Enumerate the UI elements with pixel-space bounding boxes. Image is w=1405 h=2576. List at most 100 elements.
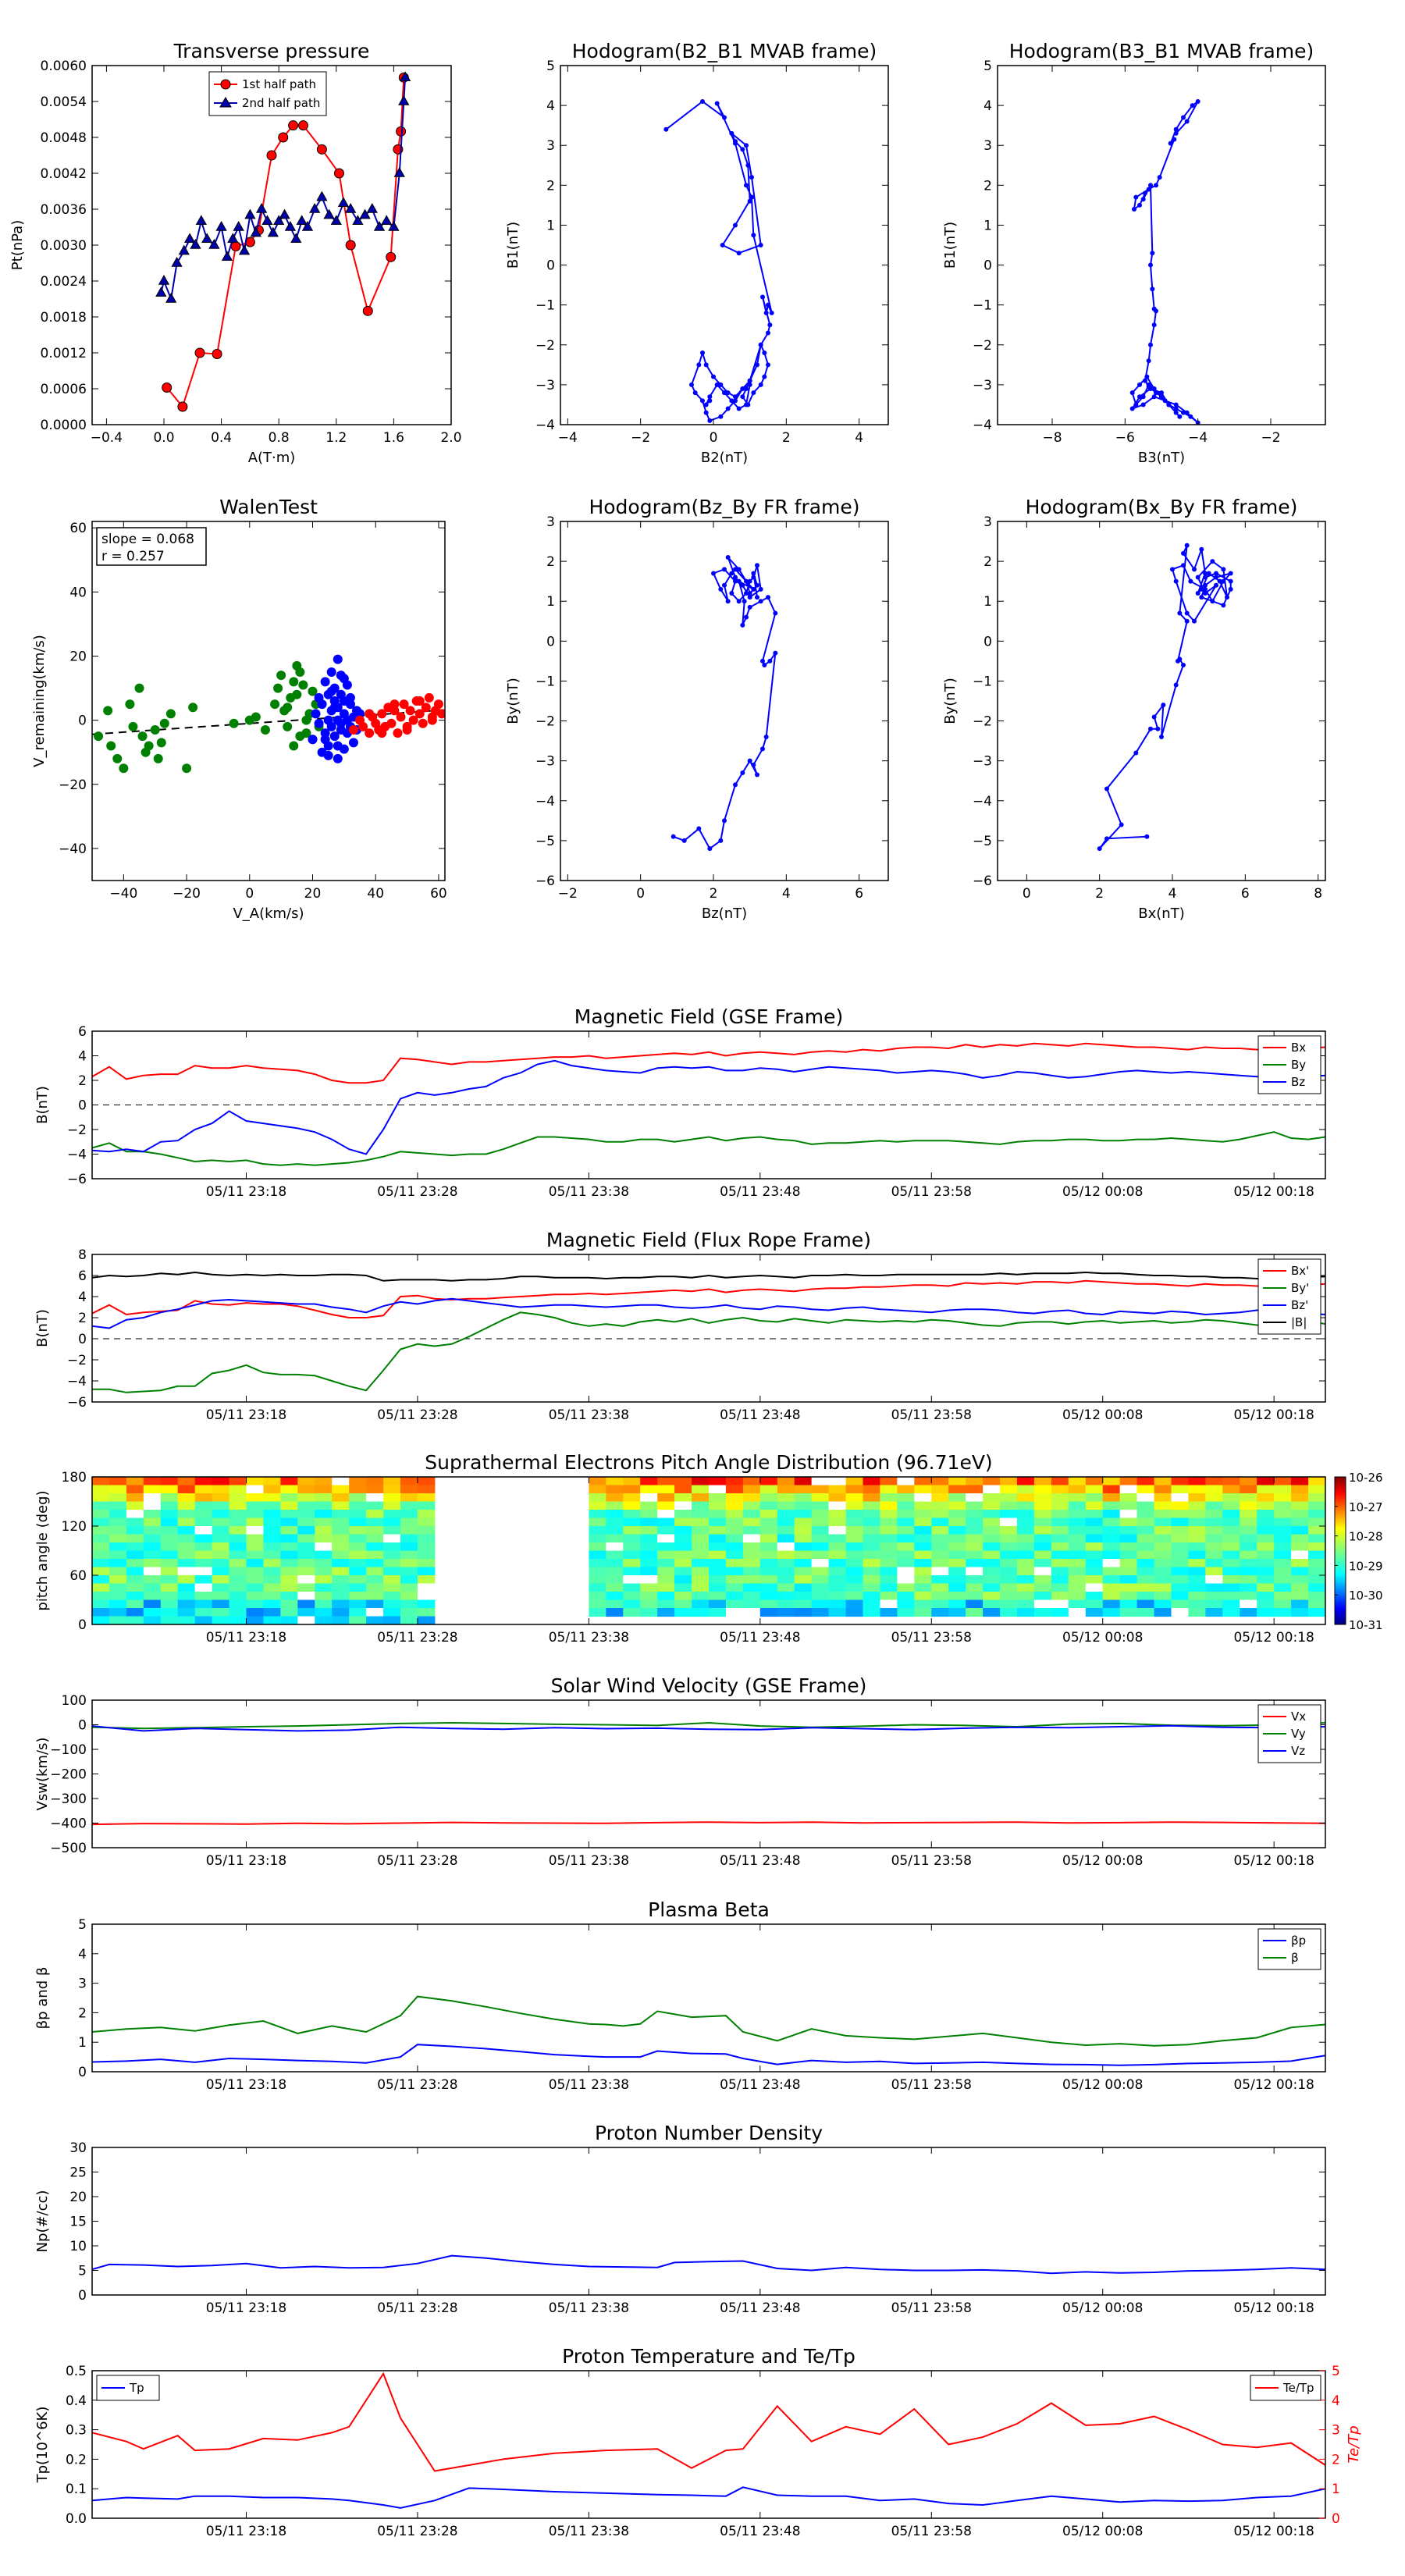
heatmap-cell	[1068, 1575, 1087, 1585]
data-point	[1146, 358, 1151, 364]
x-tick-label: 05/12 00:18	[1233, 1853, 1314, 1869]
heatmap-cell	[1308, 1567, 1325, 1576]
data-point	[725, 555, 731, 560]
y-tick-label: −4	[67, 1147, 87, 1163]
heatmap-cell	[863, 1534, 880, 1543]
heatmap-cell	[828, 1567, 847, 1576]
heatmap-cell	[759, 1567, 778, 1576]
heatmap-cell	[1085, 1592, 1104, 1601]
heatmap-cell	[332, 1542, 350, 1552]
heatmap-cell	[1085, 1567, 1104, 1576]
data-point	[345, 240, 356, 251]
data-point	[707, 846, 713, 852]
y-tick-label: 4	[984, 98, 992, 114]
heatmap-cell	[948, 1534, 966, 1543]
heatmap-cell	[777, 1567, 795, 1576]
heatmap-cell	[966, 1608, 984, 1617]
plot-frame	[560, 521, 889, 881]
heatmap-cell	[709, 1599, 727, 1609]
heatmap-cell	[845, 1592, 864, 1601]
scatter-point-blue	[320, 677, 330, 687]
x-tick-label: 05/11 23:18	[206, 2524, 286, 2539]
x-tick-label: 05/11 23:28	[377, 1630, 457, 1646]
heatmap-cell	[108, 1608, 127, 1617]
legend-label: Bz	[1291, 1075, 1305, 1089]
heatmap-cell	[1051, 1567, 1069, 1576]
heatmap-cell	[931, 1559, 949, 1568]
data-point	[1137, 382, 1142, 387]
heatmap-cell	[777, 1510, 795, 1519]
y-tick-label: 0.0042	[41, 166, 87, 182]
heatmap-cell	[1051, 1485, 1069, 1494]
heatmap-cell	[657, 1517, 675, 1527]
heatmap-cell	[931, 1510, 949, 1519]
data-point	[330, 215, 342, 226]
heatmap-cell	[725, 1534, 744, 1543]
heatmap-cell	[297, 1501, 315, 1510]
heatmap-cell	[297, 1477, 315, 1486]
x-tick-label: 05/11 23:58	[891, 1184, 972, 1200]
heatmap-cell	[417, 1608, 436, 1617]
heatmap-cell	[1119, 1542, 1138, 1552]
x-tick-label: 05/11 23:18	[206, 1184, 286, 1200]
heatmap-cell	[1291, 1567, 1309, 1576]
data-point	[1210, 599, 1215, 604]
heatmap-cell	[332, 1567, 350, 1576]
heatmap-cell	[349, 1559, 367, 1568]
data-point	[740, 582, 745, 588]
heatmap-cell	[1240, 1493, 1257, 1503]
y-tick-label: 8	[78, 1247, 87, 1263]
data-point	[290, 233, 302, 244]
heatmap-cell	[280, 1510, 298, 1519]
heatmap-cell	[246, 1485, 264, 1494]
data-point	[177, 401, 188, 412]
data-point	[1225, 595, 1229, 600]
heatmap-cell	[1000, 1608, 1018, 1617]
data-point	[736, 578, 742, 584]
heatmap-cell	[92, 1616, 110, 1624]
y-tick-label: 0.0060	[41, 59, 87, 74]
heatmap-cell	[692, 1592, 710, 1601]
heatmap-cell	[417, 1575, 436, 1585]
heatmap-cell	[828, 1550, 847, 1560]
x-tick-label: −8	[1042, 430, 1062, 446]
y-tick-label: 1	[546, 218, 555, 233]
heatmap-cell	[1171, 1550, 1189, 1560]
data-point	[722, 390, 727, 396]
mag_fr-plot-area	[92, 1271, 1325, 1393]
data-point	[760, 658, 765, 664]
x-tick-label: 1.6	[383, 430, 404, 446]
heatmap-cell	[828, 1575, 847, 1585]
heatmap-cell	[417, 1493, 436, 1503]
data-point	[1181, 410, 1186, 415]
heatmap-cell	[297, 1493, 315, 1503]
heatmap-cell	[811, 1485, 830, 1494]
heatmap-cell	[160, 1616, 179, 1624]
y-tick-label: 0.0	[66, 2511, 87, 2527]
data-point	[755, 563, 759, 568]
heatmap-cell	[1291, 1583, 1309, 1592]
heatmap-cell	[1068, 1526, 1087, 1535]
heatmap-cell	[280, 1550, 298, 1560]
heatmap-cell	[194, 1477, 213, 1486]
heatmap-cell	[1205, 1608, 1223, 1617]
y-tick-label: 6	[78, 1268, 87, 1284]
x-tick-label: 05/11 23:28	[377, 2077, 457, 2093]
heatmap-cell	[212, 1550, 230, 1560]
scatter-point-red	[414, 696, 425, 706]
x-tick-label: 05/11 23:28	[377, 2524, 457, 2539]
heatmap-cell	[828, 1526, 847, 1535]
data-point	[1177, 610, 1183, 616]
heatmap-cell	[315, 1510, 333, 1519]
data-point	[190, 238, 201, 249]
heatmap-cell	[1051, 1559, 1069, 1568]
colorbar-label: 10-29	[1349, 1559, 1383, 1573]
heatmap-cell	[759, 1575, 778, 1585]
heatmap-cell	[1017, 1493, 1035, 1503]
heatmap-cell	[1308, 1501, 1325, 1510]
data-point	[337, 197, 350, 208]
heatmap-cell	[725, 1477, 744, 1486]
data-point	[758, 243, 763, 247]
